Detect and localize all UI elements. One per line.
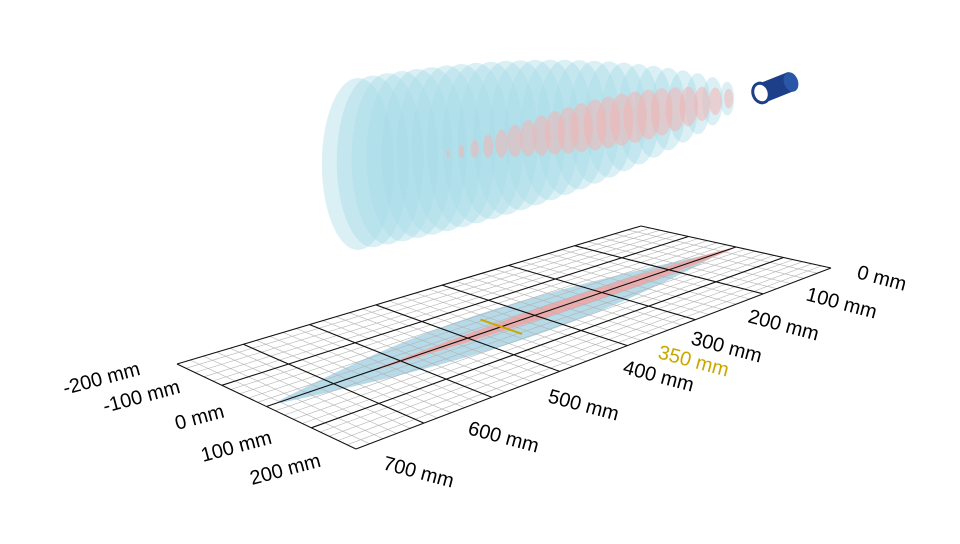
grid-major-line — [176, 225, 642, 365]
narrow-beam-disc — [470, 139, 479, 158]
narrow-beam-disc — [724, 88, 733, 109]
distance-tick-label: 700 mm — [381, 453, 456, 493]
distance-tick-label: 100 mm — [804, 284, 879, 324]
narrow-beam-disc — [520, 119, 537, 157]
narrow-beam-disc — [679, 86, 698, 127]
grid-minor-line — [230, 238, 699, 390]
grid-minor-line — [293, 253, 765, 420]
wide-beam-disc — [336, 75, 409, 248]
grid-minor-line — [212, 234, 680, 382]
wide-beam-disc — [396, 67, 467, 235]
floor-grid — [176, 225, 832, 450]
cylindrical-sensor-icon — [751, 72, 799, 105]
wide-beam-disc — [381, 68, 453, 239]
sensor-lens — [751, 81, 771, 105]
narrow-beam-disc — [694, 86, 710, 121]
distance-tick-label: 600 mm — [466, 418, 541, 458]
grid-minor-line — [320, 259, 794, 433]
axis-labels: 0 mm 100 mm 200 mm 300 mm 350 mm 400 mm … — [61, 262, 909, 493]
narrow-beam-disc — [446, 150, 450, 158]
sensor-back-cap — [783, 72, 799, 92]
distance-tick-label: 500 mm — [546, 386, 621, 426]
lateral-tick-label: 0 mm — [173, 401, 227, 435]
grid-major-line — [221, 235, 689, 386]
narrow-beam-disc — [495, 129, 508, 158]
narrow-beam-disc — [665, 87, 686, 132]
grid-minor-line — [203, 232, 670, 378]
wide-beam-disc — [411, 65, 482, 232]
grid-minor-line — [328, 261, 803, 437]
lateral-tick-label: 100 mm — [199, 427, 274, 467]
grid-major-line — [355, 267, 832, 450]
grid-minor-line — [185, 227, 651, 369]
lateral-tick-label: 200 mm — [248, 450, 323, 490]
grid-minor-line — [239, 240, 708, 395]
grid-minor-line — [194, 229, 661, 373]
narrow-beam-disc — [709, 87, 722, 116]
distance-tick-label: 200 mm — [746, 306, 821, 346]
beam-cone-3d — [321, 59, 735, 250]
grid-minor-line — [302, 255, 775, 424]
grid-minor-line — [337, 263, 813, 441]
wide-beam-disc — [321, 78, 395, 250]
wide-beam-disc — [351, 73, 424, 245]
highlight-distance-line — [480, 318, 523, 335]
distance-tick-label: 0 mm — [855, 262, 909, 296]
narrow-beam-disc — [482, 134, 494, 158]
grid-minor-line — [346, 265, 822, 446]
wide-beam-disc — [366, 71, 439, 242]
narrow-beam-disc — [458, 144, 465, 158]
grid-major-line — [311, 256, 784, 429]
narrow-beam-disc — [507, 124, 523, 157]
